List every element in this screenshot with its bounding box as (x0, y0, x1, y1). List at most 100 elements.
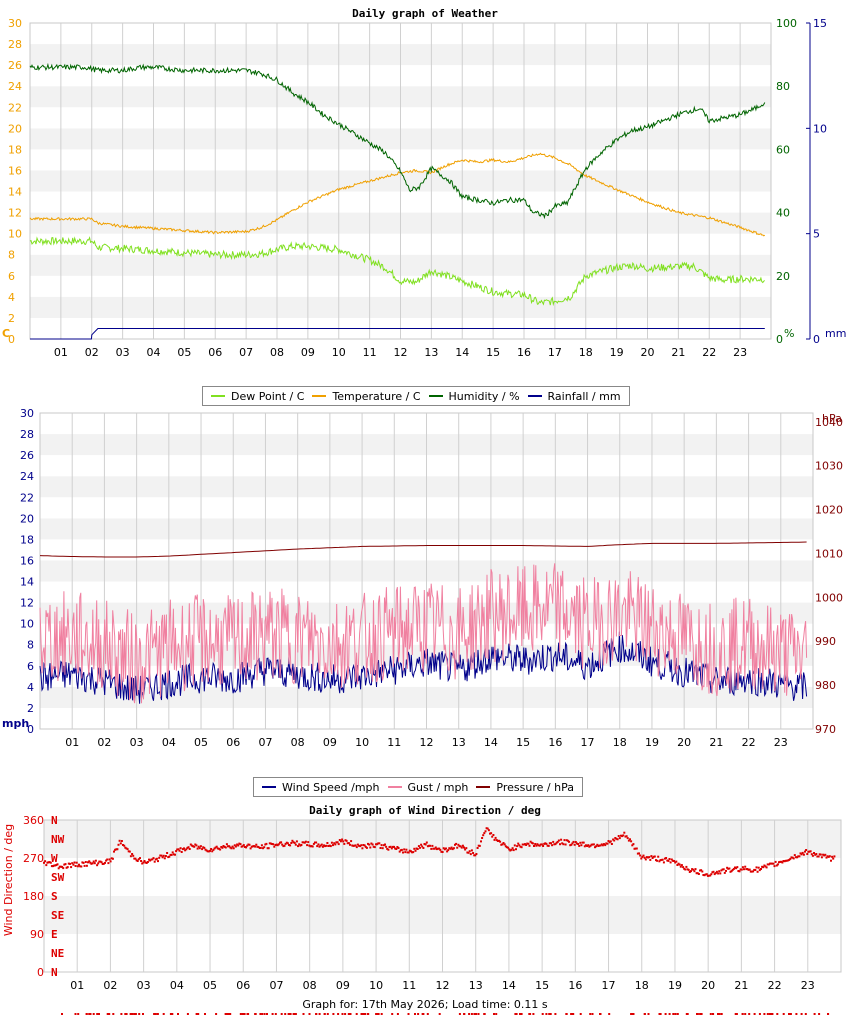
wind-direction-point (281, 843, 284, 846)
wind-direction-point (451, 848, 454, 851)
wind-direction-point (452, 847, 455, 850)
wind-direction-point (76, 865, 79, 868)
y-left-tick: 14 (8, 186, 22, 199)
bottom-marker (565, 1013, 568, 1015)
wind-direction-point (542, 845, 545, 847)
bottom-marker (545, 1013, 548, 1015)
wind-direction-point (520, 846, 523, 849)
y-left-tick: 20 (8, 122, 22, 135)
wind-direction-point (562, 843, 565, 846)
wind-direction-point (612, 838, 615, 841)
bottom-marker (782, 1013, 785, 1015)
wind-direction-point (575, 842, 578, 845)
wind-direction-point (610, 843, 613, 845)
bottom-marker (254, 1013, 257, 1015)
wind-direction-point (209, 849, 211, 852)
bottom-marker (302, 1013, 305, 1015)
wind-direction-point (617, 835, 620, 837)
wind-direction-point (454, 843, 456, 846)
wind-direction-point (645, 856, 648, 859)
wind-direction-point (643, 856, 646, 859)
bottom-marker (571, 1013, 574, 1015)
wind-direction-point (635, 847, 638, 850)
wind-direction-point (778, 861, 780, 864)
wind-direction-point (164, 855, 167, 857)
x-tick-label: 09 (336, 979, 350, 992)
wind-direction-point (640, 857, 643, 860)
wind-direction-point (692, 868, 695, 871)
wind-direction-point (111, 857, 114, 860)
wind-direction-point (750, 870, 753, 873)
wind-direction-point (820, 856, 823, 859)
wind-direction-point (373, 846, 376, 849)
wind-direction-point (286, 842, 289, 845)
bottom-marker (266, 1013, 268, 1015)
wind-direction-point (487, 829, 490, 832)
wind-direction-point (371, 843, 374, 846)
wind-direction-point (300, 844, 303, 846)
wind-direction-point (606, 842, 609, 845)
wind-direction-point (734, 866, 736, 869)
x-tick-label: 16 (517, 346, 531, 359)
y-right-humidity-tick: 80 (776, 80, 790, 93)
wind-direction-point (224, 846, 227, 849)
wind-direction-point (238, 842, 241, 845)
wind-direction-point (227, 845, 229, 848)
bottom-marker (776, 1013, 779, 1015)
wind-direction-point (551, 844, 554, 847)
x-tick-label: 04 (170, 979, 184, 992)
wind-direction-point (257, 846, 260, 848)
wind-direction-point (372, 845, 375, 848)
wind-direction-point (317, 843, 320, 846)
wind-direction-point (676, 864, 679, 866)
bottom-marker (771, 1013, 774, 1015)
wind-direction-point (458, 845, 461, 848)
wind-direction-point (206, 850, 209, 853)
bottom-marker (153, 1013, 156, 1015)
wind-direction-point (170, 853, 173, 856)
x-tick-label: 11 (387, 736, 401, 749)
wind-direction-point (273, 845, 276, 848)
wind-direction-point (354, 844, 357, 847)
wind-direction-point (375, 843, 377, 846)
wind-direction-point (807, 850, 810, 853)
wind-direction-point (254, 845, 257, 848)
x-tick-label: 02 (85, 346, 99, 359)
wind-direction-point (711, 871, 714, 874)
x-tick-label: 18 (613, 736, 627, 749)
wind-direction-point (299, 844, 302, 847)
x-tick-label: 23 (801, 979, 815, 992)
wind-direction-point (615, 837, 618, 840)
wind-direction-point (718, 870, 721, 873)
legend-label: Temperature / C (332, 389, 421, 403)
wind-direction-point (731, 868, 734, 871)
compass-label: NW (51, 833, 65, 846)
wind-direction-point (591, 843, 594, 846)
wind-direction-point (424, 843, 427, 846)
wind-direction-point (529, 840, 532, 843)
wind-direction-point (505, 846, 508, 849)
wind-direction-point (729, 870, 732, 873)
bottom-marker (758, 1013, 761, 1015)
wind-direction-point (425, 841, 428, 844)
wind-direction-point (245, 846, 248, 849)
wind-direction-point (830, 859, 832, 862)
x-tick-label: 13 (424, 346, 438, 359)
wind-direction-point (131, 853, 134, 855)
wind-direction-point (563, 839, 566, 842)
wind-direction-point (129, 855, 132, 858)
bottom-marker (247, 1013, 250, 1015)
bottom-marker (280, 1013, 283, 1015)
wind-direction-point (223, 845, 226, 848)
y-right-humidity-tick: 100 (776, 17, 797, 30)
wind-direction-point (753, 868, 756, 871)
bottom-marker (315, 1013, 318, 1015)
bottom-marker (528, 1013, 531, 1015)
bottom-marker (658, 1013, 661, 1015)
bottom-marker (579, 1013, 582, 1015)
wind-direction-point (403, 848, 406, 851)
series-temperature-line (29, 152, 766, 237)
wind-direction-point (321, 845, 324, 848)
wind-direction-point (579, 841, 582, 844)
wind-direction-point (631, 844, 634, 847)
